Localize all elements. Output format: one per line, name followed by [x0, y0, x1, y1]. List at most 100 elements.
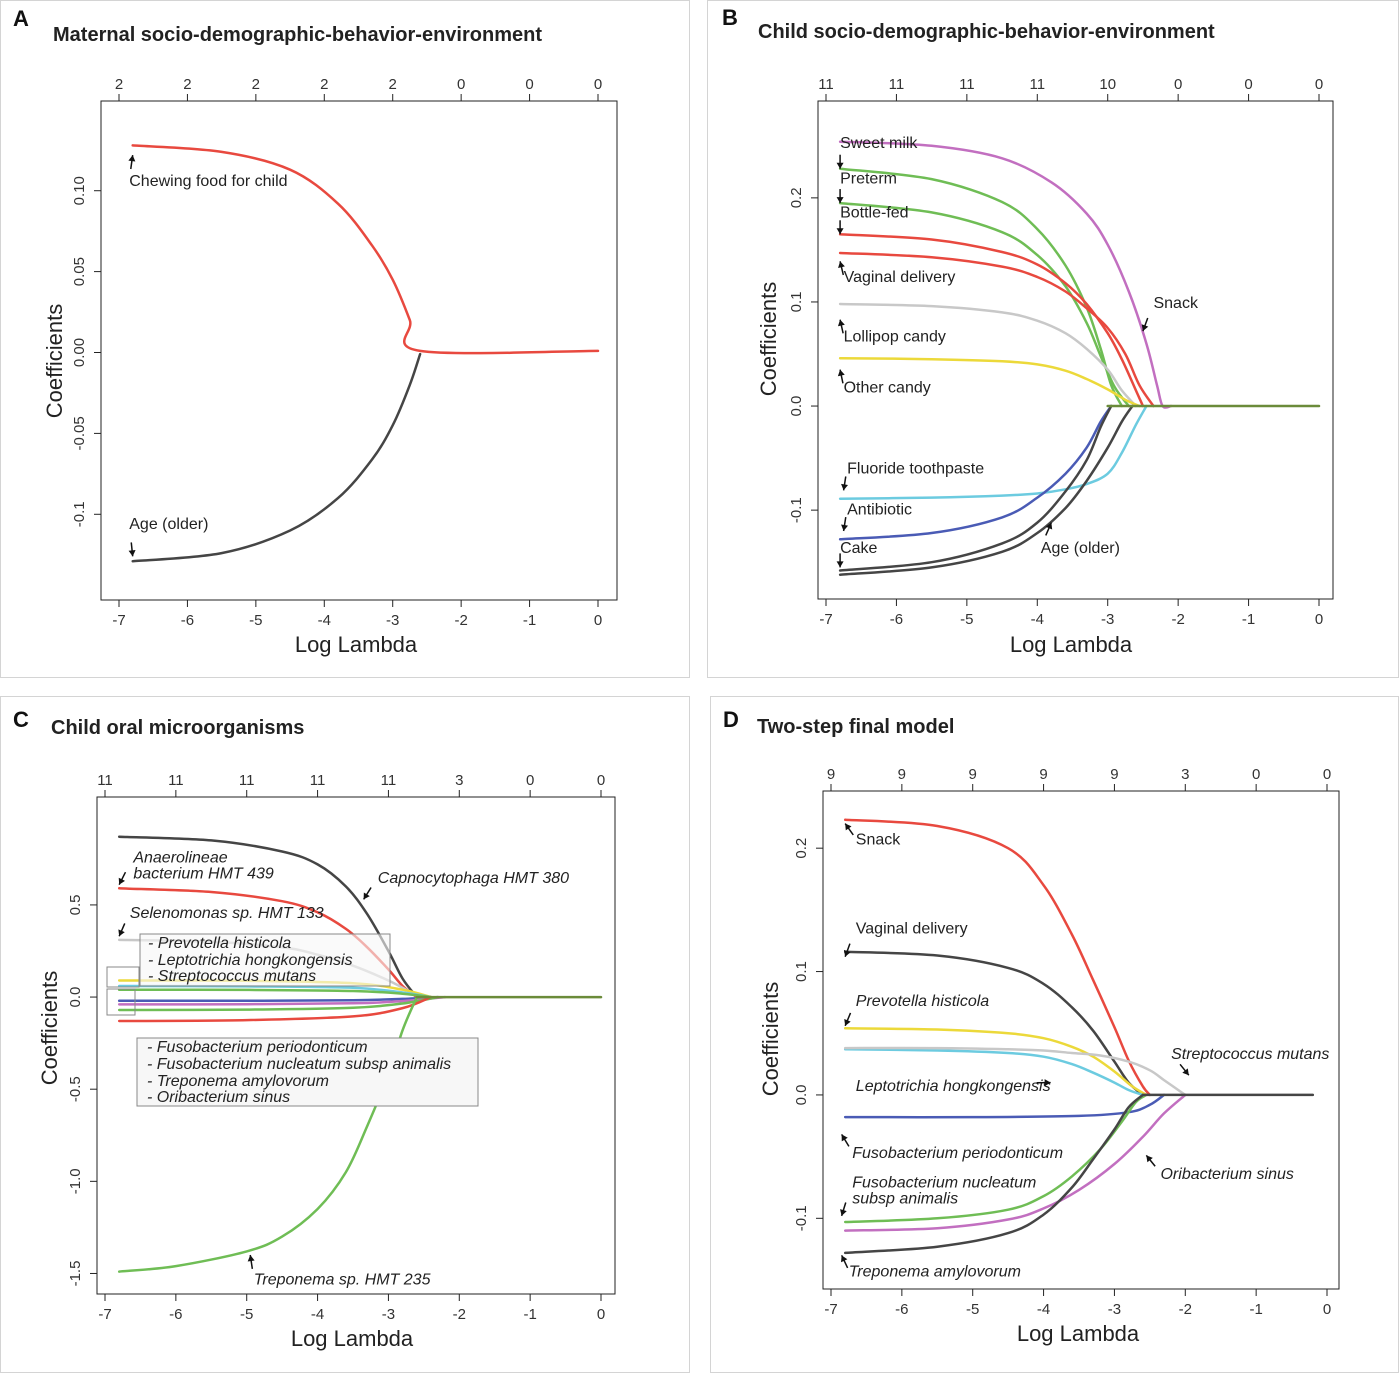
top-tick-label: 11: [889, 76, 905, 93]
top-tick-label: 3: [455, 772, 463, 789]
chart-title: Child oral microorganisms: [51, 717, 304, 739]
chart-a-svg: A Maternal socio-demographic-behavior-en…: [1, 1, 691, 679]
x-tick-label: -3: [1101, 611, 1114, 628]
top-tick-label: 0: [1252, 766, 1260, 783]
annotation-label: Cake: [840, 540, 877, 557]
x-tick-label: -2: [1171, 611, 1184, 628]
x-tick-label: -3: [382, 1306, 395, 1323]
annotation-label: Antibiotic: [847, 501, 912, 518]
annotation-label: Fusobacterium periodonticum: [852, 1145, 1063, 1162]
annotation-label-line2: bacterium HMT 439: [133, 866, 274, 883]
annotation-label: Vaginal delivery: [856, 920, 968, 937]
x-tick-label: -6: [895, 1301, 908, 1318]
x-tick-label: -7: [824, 1301, 837, 1318]
top-tick-label: 2: [320, 76, 328, 93]
x-tick-label: -2: [1179, 1301, 1192, 1318]
annotation-arrowhead: [129, 550, 136, 556]
annotation-label-line2: subsp animalis: [852, 1190, 958, 1207]
annotation-arrowhead: [838, 370, 845, 377]
annotation-label: Sweet milk: [840, 135, 918, 152]
annotation-label: Oribacterium sinus: [1160, 1166, 1293, 1183]
plot-frame: [823, 791, 1339, 1289]
top-tick-label: 11: [1029, 76, 1045, 93]
x-axis-label: Log Lambda: [295, 632, 418, 657]
legend-item: - Fusobacterium nucleatum subsp animalis: [147, 1056, 451, 1073]
top-tick-label: 9: [1039, 766, 1047, 783]
chart-d-svg: D Two-step final model Log Lambda Coeffi…: [711, 697, 1400, 1374]
x-tick-label: -5: [966, 1301, 979, 1318]
annotation-arrowhead: [841, 484, 848, 490]
legend-item: - Fusobacterium periodonticum: [147, 1039, 368, 1056]
top-tick-label: 0: [525, 76, 533, 93]
top-tick-label: 0: [1323, 766, 1331, 783]
top-tick-label: 0: [597, 772, 605, 789]
panel-d: D Two-step final model Log Lambda Coeffi…: [710, 696, 1399, 1373]
series-line-1: [845, 952, 1143, 1095]
x-tick-label: -7: [98, 1306, 111, 1323]
top-tick-label: 11: [959, 76, 975, 93]
x-tick-label: -4: [1037, 1301, 1050, 1318]
y-tick-label: -0.05: [71, 416, 88, 450]
x-tick-label: 0: [1323, 1301, 1331, 1318]
x-tick-label: -2: [453, 1306, 466, 1323]
top-tick-label: 0: [457, 76, 465, 93]
top-tick-label: 11: [239, 772, 255, 789]
top-tick-label: 0: [1244, 76, 1252, 93]
legend-item: - Streptococcus mutans: [148, 968, 316, 985]
top-tick-label: 10: [1099, 76, 1116, 93]
y-tick-label: 0.00: [71, 338, 88, 367]
y-tick-label: -0.1: [71, 501, 88, 527]
x-tick-label: -7: [819, 611, 832, 628]
top-tick-label: 0: [526, 772, 534, 789]
y-axis-label: Coefficients: [758, 982, 783, 1097]
top-tick-label: 2: [389, 76, 397, 93]
annotation-arrowhead: [845, 824, 851, 831]
top-tick-label: 0: [1315, 76, 1323, 93]
annotation-label: Capnocytophaga HMT 380: [378, 870, 569, 887]
top-tick-label: 2: [115, 76, 123, 93]
x-axis-label: Log Lambda: [1017, 1321, 1140, 1346]
top-tick-label: 11: [381, 772, 397, 789]
annotation-label: Leptotrichia hongkongensis: [856, 1078, 1051, 1095]
y-axis-label: Coefficients: [42, 304, 67, 419]
y-axis-label: Coefficients: [756, 282, 781, 397]
chart-c-svg: C Child oral microorganisms Log Lambda C…: [1, 697, 691, 1374]
annotation-label: Snack: [1153, 295, 1198, 312]
x-tick-label: 0: [1315, 611, 1323, 628]
top-tick-label: 9: [1110, 766, 1118, 783]
series-layer: [133, 145, 598, 561]
x-tick-label: -4: [311, 1306, 324, 1323]
x-tick-label: -3: [1108, 1301, 1121, 1318]
top-tick-label: 9: [969, 766, 977, 783]
top-tick-label: 0: [1174, 76, 1182, 93]
x-tick-label: -6: [181, 612, 194, 629]
y-tick-label: 0.2: [788, 187, 805, 208]
panel-letter: D: [723, 707, 739, 732]
top-tick-label: 9: [898, 766, 906, 783]
annotation-label: Preterm: [840, 170, 897, 187]
y-tick-label: 0.0: [67, 987, 84, 1008]
x-tick-label: -6: [890, 611, 903, 628]
annotation-label: Bottle-fed: [840, 205, 908, 222]
annotation-label: Other candy: [844, 380, 931, 397]
x-tick-label: -4: [318, 612, 331, 629]
x-tick-label: -1: [1249, 1301, 1262, 1318]
top-tick-label: 9: [827, 766, 835, 783]
annotation-label: Chewing food for child: [129, 173, 287, 190]
y-tick-label: 0.2: [793, 838, 810, 859]
x-tick-label: -4: [1031, 611, 1044, 628]
chart-title: Maternal socio-demographic-behavior-envi…: [53, 24, 542, 46]
legend-item: - Treponema amylovorum: [147, 1073, 329, 1090]
y-tick-label: -0.1: [793, 1205, 810, 1231]
x-axis-label: Log Lambda: [291, 1326, 414, 1351]
annotation-label: Age (older): [129, 516, 208, 533]
annotation-label: Vaginal delivery: [844, 269, 956, 286]
legend-item: - Oribacterium sinus: [147, 1089, 290, 1106]
annotation-arrowhead: [838, 320, 845, 327]
y-axis-label: Coefficients: [37, 971, 62, 1086]
x-tick-label: -1: [523, 612, 536, 629]
y-tick-label: -0.5: [67, 1076, 84, 1102]
x-tick-label: -5: [249, 612, 262, 629]
panel-b: B Child socio-demographic-behavior-envir…: [707, 0, 1399, 678]
